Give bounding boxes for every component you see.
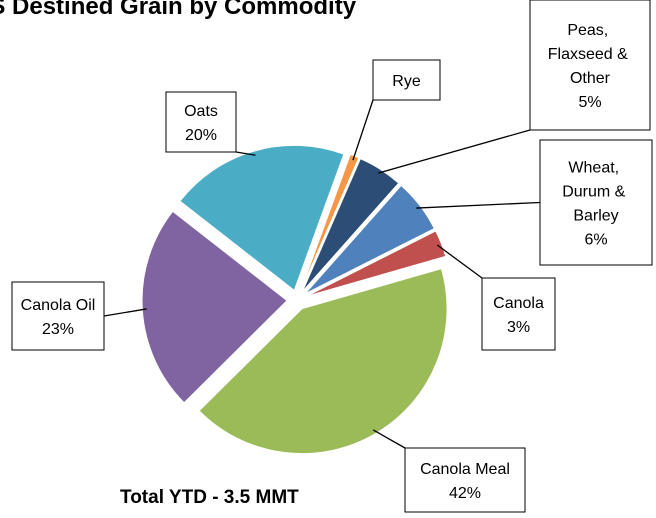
label-box (539, 139, 653, 266)
category-label: Wheat, Durum & Barley (562, 160, 630, 225)
label-box (11, 281, 105, 351)
pie-slice (198, 268, 448, 455)
value-label: 23% (42, 321, 74, 338)
label-box (481, 277, 556, 351)
label-line: Wheat, (568, 160, 623, 177)
pie-slice (304, 184, 436, 295)
label-line: Rye (392, 73, 421, 90)
leader-line (352, 99, 374, 161)
pie-slice (179, 144, 345, 292)
label-line: Peas, (567, 22, 612, 39)
category-label: Rye (392, 73, 421, 90)
label-line: Flaxseed & (548, 46, 632, 63)
label-line: Canola Oil (21, 297, 96, 314)
leader-line (416, 201, 541, 209)
pie-slice (301, 158, 400, 292)
label-box (529, 0, 651, 131)
category-label: Canola Meal (420, 461, 510, 478)
leader-line (103, 308, 147, 317)
label-box (404, 447, 526, 513)
label-box (372, 59, 441, 101)
chart-title: US Destined Grain by Commodity (0, 0, 357, 20)
category-label: Peas, Flaxseed & Other (548, 22, 632, 87)
label-box (165, 91, 237, 153)
label-line: Oats (184, 103, 218, 120)
label-line: Barley (573, 208, 618, 225)
label-line: Canola (493, 295, 544, 312)
leader-line (372, 429, 406, 449)
label-line: Durum & (562, 184, 630, 201)
category-label: Canola (493, 295, 544, 312)
leader-line (377, 129, 531, 174)
value-label: 42% (449, 485, 481, 502)
category-label: Canola Oil (21, 297, 96, 314)
category-label: Oats (184, 103, 218, 120)
leader-line (235, 151, 256, 156)
value-label: 5% (578, 94, 601, 111)
value-label: 6% (584, 232, 607, 249)
leader-line (436, 244, 483, 279)
value-label: 3% (507, 319, 530, 336)
value-label: 20% (185, 127, 217, 144)
label-line: Canola Meal (420, 461, 510, 478)
label-line: Other (570, 70, 611, 87)
pie-slice (306, 230, 447, 297)
annotation: Total YTD - 3.5 MMT (120, 487, 299, 508)
